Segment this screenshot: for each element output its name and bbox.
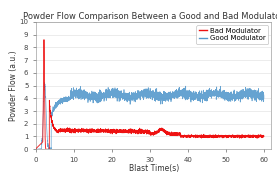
X-axis label: Blast Time(s): Blast Time(s) <box>129 164 179 173</box>
Good Modulator <box>130 99 134 101</box>
Good Modulator <box>43 82 46 84</box>
Good Modulator <box>200 94 203 96</box>
Good Modulator <box>255 92 258 94</box>
Good Modulator <box>143 90 146 92</box>
Good Modulator <box>132 92 135 94</box>
Bad Modulator <box>244 134 247 136</box>
Bad Modulator <box>132 132 135 134</box>
Line: Good Modulator: Good Modulator <box>36 83 264 149</box>
Good Modulator <box>244 91 247 94</box>
Bad Modulator <box>255 135 259 137</box>
Bad Modulator <box>143 130 146 133</box>
Line: Bad Modulator: Bad Modulator <box>36 40 264 149</box>
Bad Modulator <box>130 130 134 133</box>
Legend: Bad Modulator, Good Modulator: Bad Modulator, Good Modulator <box>196 25 268 44</box>
Bad Modulator <box>42 39 46 41</box>
Title: Powder Flow Comparison Between a Good and Bad Modulator: Powder Flow Comparison Between a Good an… <box>23 12 277 21</box>
Bad Modulator <box>262 135 266 138</box>
Y-axis label: Powder Flow (a.u.): Powder Flow (a.u.) <box>9 50 18 121</box>
Good Modulator <box>34 148 38 150</box>
Good Modulator <box>262 97 266 99</box>
Bad Modulator <box>34 147 38 150</box>
Bad Modulator <box>200 134 203 136</box>
Bad Modulator <box>48 148 51 150</box>
